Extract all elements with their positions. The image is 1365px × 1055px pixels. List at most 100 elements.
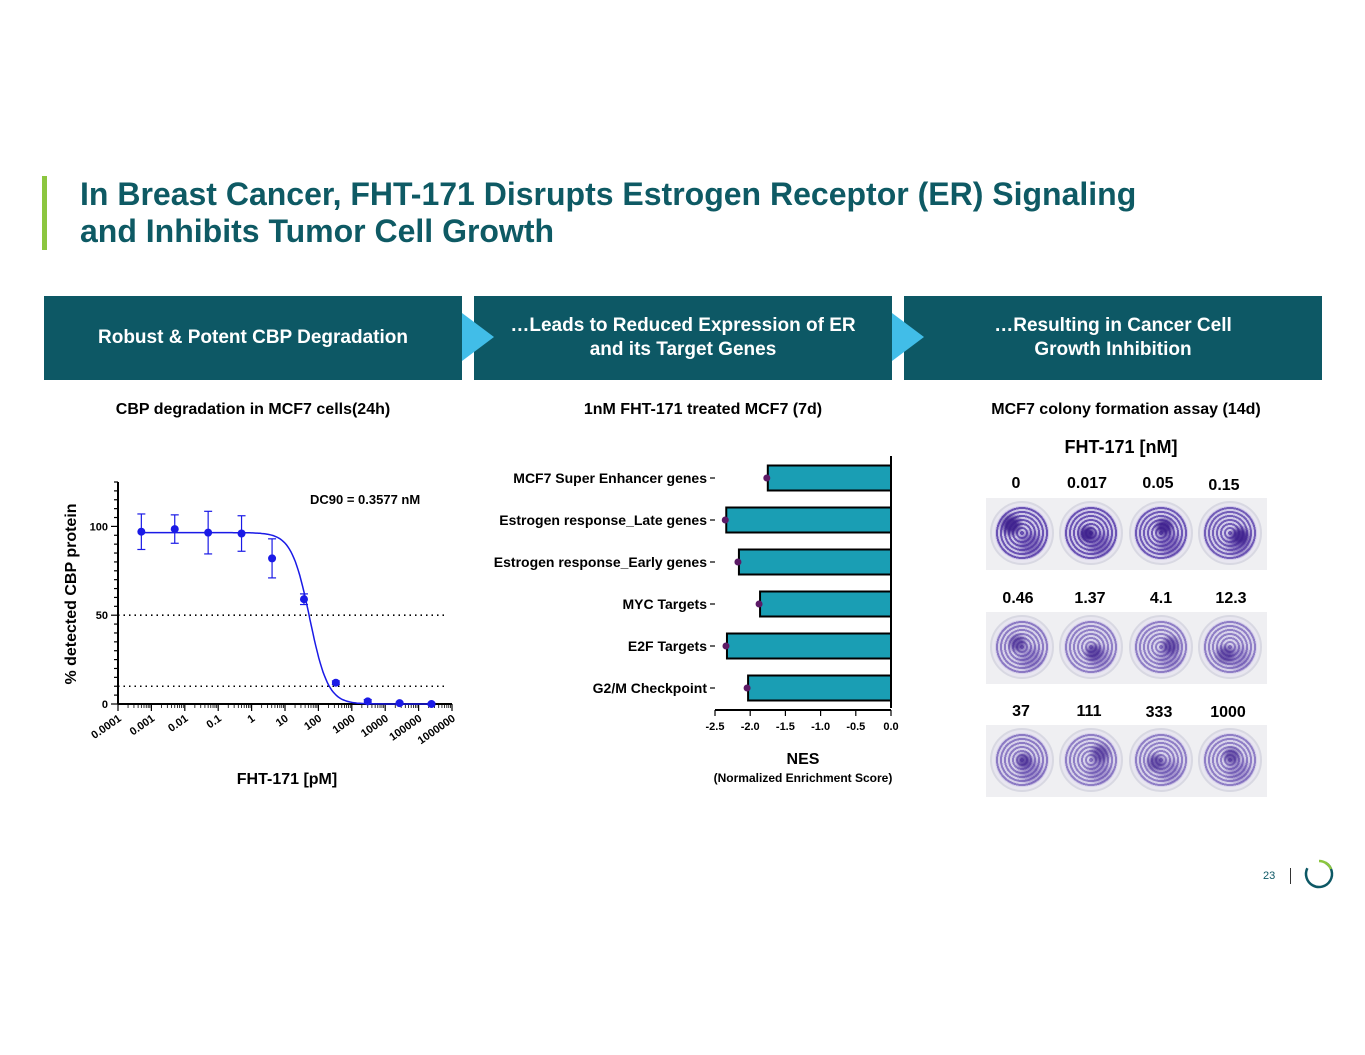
colony-dish [1129, 615, 1193, 679]
banner-line-2: and its Target Genes [589, 339, 777, 360]
x-tick-label: 10 [274, 713, 291, 730]
banner-line-1: …Resulting in Cancer Cell [994, 315, 1232, 336]
category-label: MCF7 Super Enhancer genes [513, 470, 707, 486]
colony-dish [1059, 615, 1123, 679]
category-label: Estrogen response_Late genes [499, 512, 707, 528]
nes-bar [725, 632, 892, 660]
data-point [331, 678, 340, 687]
nes-dot [722, 642, 730, 650]
colony-assay-heading: FHT-171 [nM] [1064, 437, 1178, 457]
nes-dot [755, 600, 763, 608]
title-line-2: and Inhibits Tumor Cell Growth [80, 213, 555, 249]
colony-dish [1198, 501, 1262, 565]
banner-line-2: Growth Inhibition [1034, 339, 1192, 360]
colony-dish [990, 728, 1054, 792]
category-label: E2F Targets [628, 638, 707, 654]
nes-bar [766, 464, 892, 492]
data-point [395, 699, 404, 708]
colony-dish [990, 615, 1054, 679]
dose-label: 12.3 [1215, 590, 1247, 607]
nes-dot [721, 516, 729, 524]
panel-title-middle: 1nM FHT-171 treated MCF7 (7d) [583, 401, 823, 418]
panel-title-left: CBP degradation in MCF7 cells(24h) [115, 401, 391, 418]
data-point [137, 527, 146, 536]
dose-label: 0 [1011, 475, 1021, 492]
x-tick-label: 100 [302, 713, 324, 733]
banner-label: Robust & Potent CBP Degradation [98, 327, 408, 348]
x-tick-label: 1000 [331, 713, 358, 737]
dose-label: 111 [1076, 703, 1102, 720]
data-point [363, 697, 372, 706]
data-point [170, 525, 179, 534]
y-tick-label: 100 [90, 521, 108, 533]
title-accent-bar [42, 176, 47, 250]
page-number: 23 [1263, 870, 1276, 882]
x-tick-label: 0.01 [166, 713, 190, 735]
data-point [204, 528, 213, 537]
colony-dish [1198, 615, 1262, 679]
x-axis-label: NES [787, 751, 820, 768]
banner-cbp-degradation: Robust & Potent CBP Degradation [44, 296, 462, 380]
dose-label: 333 [1145, 704, 1173, 721]
fit-curve [141, 531, 435, 705]
dose-label: 1.37 [1074, 590, 1106, 607]
plate-row-1 [986, 498, 1267, 570]
y-tick-label: 50 [96, 610, 108, 622]
dose-label: 0.017 [1066, 475, 1108, 492]
chart-annotation: DC90 = 0.3577 nM [310, 492, 420, 507]
chevron-right-icon [462, 313, 494, 361]
dose-label: 0.05 [1142, 475, 1174, 492]
x-tick-label: 0.1 [205, 713, 224, 732]
y-axis-label: % detected CBP protein [63, 503, 80, 684]
footer-divider [1290, 868, 1291, 884]
x-tick-label: -2.5 [706, 721, 725, 733]
y-tick-label: 0 [102, 699, 108, 711]
company-logo-icon [1304, 859, 1334, 889]
x-tick-label: 0.001 [128, 713, 157, 739]
nes-bar [737, 548, 892, 576]
dose-label: 0.15 [1208, 477, 1240, 494]
nes-bar [725, 506, 892, 534]
x-tick-label: -2.0 [741, 721, 760, 733]
category-label: G2/M Checkpoint [593, 680, 708, 696]
panel-title-right: MCF7 colony formation assay (14d) [991, 401, 1261, 418]
data-point [299, 595, 308, 604]
colony-dish [1059, 501, 1123, 565]
x-tick-label: 1 [245, 713, 257, 726]
data-point [237, 529, 246, 538]
x-axis-sublabel: (Normalized Enrichment Score) [714, 771, 893, 785]
banner-line-1: …Leads to Reduced Expression of ER [510, 315, 856, 336]
colony-dish [1129, 501, 1193, 565]
colony-dish [1198, 728, 1262, 792]
banner-er-expression: …Leads to Reduced Expression of ER and i… [474, 296, 892, 380]
dose-response-chart: DC90 = 0.3577 nM % detected CBP protein … [63, 481, 458, 788]
category-label: MYC Targets [622, 596, 707, 612]
colony-dish [1129, 728, 1193, 792]
nes-bar [759, 590, 892, 618]
x-tick-label: 0.0001 [89, 713, 123, 742]
category-label: Estrogen response_Early genes [494, 554, 707, 570]
nes-bar [747, 674, 893, 702]
data-point [427, 700, 436, 708]
page-title: In Breast Cancer, FHT-171 Disrupts Estro… [80, 176, 1280, 250]
x-tick-label: 10000 [359, 713, 391, 740]
x-axis-label: FHT-171 [pM] [237, 771, 337, 788]
title-line-1: In Breast Cancer, FHT-171 Disrupts Estro… [80, 176, 1137, 212]
nes-bar-chart: NES (Normalized Enrichment Score) -2.5 -2… [494, 456, 899, 785]
nes-dot [763, 474, 771, 482]
dose-label: 37 [1012, 703, 1030, 720]
dose-label: 0.46 [1002, 590, 1034, 607]
nes-dot [734, 558, 742, 566]
plate-row-3 [986, 725, 1267, 797]
dose-label: 4.1 [1149, 590, 1173, 607]
x-tick-label: -1.5 [776, 721, 795, 733]
chevron-right-icon [892, 313, 924, 361]
banner-growth-inhibition: …Resulting in Cancer Cell Growth Inhibit… [904, 296, 1322, 380]
x-tick-label: -1.0 [811, 721, 830, 733]
x-tick-label: -0.5 [846, 721, 865, 733]
nes-dot [743, 684, 751, 692]
colony-dish [990, 501, 1054, 565]
data-point [268, 554, 277, 563]
x-tick-label: 0.0 [883, 721, 898, 733]
dose-label: 1000 [1210, 704, 1246, 721]
